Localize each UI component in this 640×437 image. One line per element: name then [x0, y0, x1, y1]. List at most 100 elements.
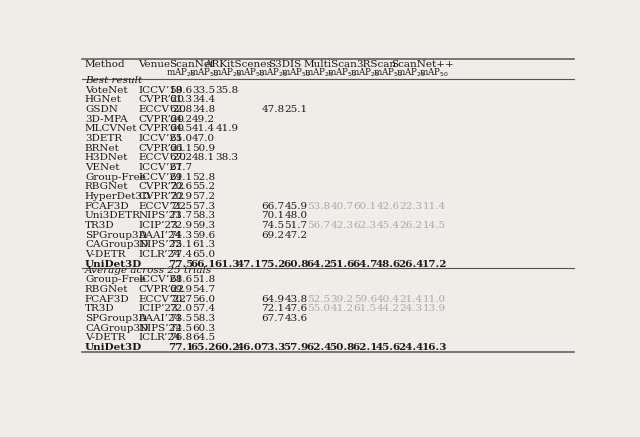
Text: 65.2: 65.2 — [191, 343, 216, 352]
Text: ICLR’24: ICLR’24 — [138, 250, 181, 259]
Text: HGNet: HGNet — [85, 95, 122, 104]
Text: 40.4: 40.4 — [376, 295, 399, 304]
Text: 21.4: 21.4 — [400, 295, 423, 304]
Text: 64.7: 64.7 — [353, 260, 378, 269]
Text: 44.2: 44.2 — [376, 304, 399, 313]
Text: 53.8: 53.8 — [307, 202, 331, 211]
Text: 45.9: 45.9 — [284, 202, 307, 211]
Text: CVPR’22: CVPR’22 — [138, 192, 185, 201]
Text: 58.3: 58.3 — [192, 314, 215, 323]
Text: mAP$_{25}$: mAP$_{25}$ — [258, 67, 288, 80]
Text: 47.2: 47.2 — [284, 231, 307, 239]
Text: 17.2: 17.2 — [421, 260, 447, 269]
Text: Uni3DETR: Uni3DETR — [85, 212, 141, 220]
Text: 50.8: 50.8 — [329, 343, 355, 352]
Text: 3D-MPA: 3D-MPA — [85, 115, 127, 124]
Text: 3DETR: 3DETR — [85, 134, 122, 143]
Text: ICCV’21: ICCV’21 — [138, 163, 183, 172]
Text: 41.2: 41.2 — [330, 304, 353, 313]
Text: 59.6: 59.6 — [354, 295, 377, 304]
Text: 16.3: 16.3 — [422, 343, 447, 352]
Text: AAAI’24: AAAI’24 — [138, 314, 182, 323]
Text: 14.5: 14.5 — [422, 221, 445, 230]
Text: NIPS’22: NIPS’22 — [138, 240, 182, 249]
Text: 77.4: 77.4 — [169, 250, 192, 259]
Text: 56.7: 56.7 — [307, 221, 331, 230]
Text: 71.7: 71.7 — [169, 212, 192, 220]
Text: CVPR’22: CVPR’22 — [138, 182, 185, 191]
Text: 65.0: 65.0 — [192, 250, 215, 259]
Text: mAP$_{25}$: mAP$_{25}$ — [304, 67, 334, 80]
Text: 48.6: 48.6 — [376, 260, 401, 269]
Text: ECCV’20: ECCV’20 — [138, 105, 186, 114]
Text: 67.7: 67.7 — [169, 163, 192, 172]
Text: ICIP’23: ICIP’23 — [138, 221, 179, 230]
Text: 26.2: 26.2 — [400, 221, 423, 230]
Text: 24.4: 24.4 — [399, 343, 424, 352]
Text: RBGNet: RBGNet — [85, 182, 129, 191]
Text: 67.2: 67.2 — [169, 153, 192, 163]
Text: ICCV’21: ICCV’21 — [138, 173, 183, 182]
Text: ECCV’22: ECCV’22 — [138, 202, 186, 211]
Text: 51.6: 51.6 — [329, 260, 355, 269]
Text: ARKitScenes: ARKitScenes — [204, 60, 272, 69]
Text: HyperDet3D: HyperDet3D — [85, 192, 151, 201]
Text: 64.5: 64.5 — [169, 125, 192, 133]
Text: 74.3: 74.3 — [169, 231, 192, 239]
Text: V-DETR: V-DETR — [85, 250, 125, 259]
Text: 54.7: 54.7 — [192, 285, 215, 294]
Text: 52.5: 52.5 — [307, 295, 331, 304]
Text: 62.4: 62.4 — [307, 343, 332, 352]
Text: 60.1: 60.1 — [354, 202, 377, 211]
Text: 45.4: 45.4 — [376, 221, 399, 230]
Text: 22.3: 22.3 — [400, 202, 423, 211]
Text: 43.8: 43.8 — [284, 295, 307, 304]
Text: CVPR’20: CVPR’20 — [138, 115, 185, 124]
Text: 42.3: 42.3 — [330, 221, 353, 230]
Text: 60.8: 60.8 — [283, 260, 308, 269]
Text: CAGroup3D: CAGroup3D — [85, 240, 148, 249]
Text: 57.4: 57.4 — [192, 304, 215, 313]
Text: 41.4: 41.4 — [192, 125, 215, 133]
Text: 39.2: 39.2 — [330, 295, 353, 304]
Text: 65.0: 65.0 — [169, 134, 192, 143]
Text: TR3D: TR3D — [85, 221, 115, 230]
Text: CVPR’20: CVPR’20 — [138, 95, 185, 104]
Text: 69.2: 69.2 — [261, 231, 285, 239]
Text: Group-Free: Group-Free — [85, 173, 146, 182]
Text: 70.1: 70.1 — [261, 212, 285, 220]
Text: 73.5: 73.5 — [169, 314, 192, 323]
Text: 72.1: 72.1 — [261, 304, 285, 313]
Text: 47.1: 47.1 — [237, 260, 262, 269]
Text: 58.3: 58.3 — [192, 212, 215, 220]
Text: 25.1: 25.1 — [284, 105, 307, 114]
Text: 60.2: 60.2 — [214, 343, 239, 352]
Text: 61.3: 61.3 — [214, 260, 239, 269]
Text: 51.7: 51.7 — [284, 221, 307, 230]
Text: 45.6: 45.6 — [376, 343, 401, 352]
Text: 66.1: 66.1 — [169, 144, 192, 153]
Text: 76.8: 76.8 — [169, 333, 192, 342]
Text: 59.3: 59.3 — [192, 221, 215, 230]
Text: 64.2: 64.2 — [307, 260, 332, 269]
Text: 66.7: 66.7 — [261, 202, 285, 211]
Text: 70.6: 70.6 — [169, 182, 192, 191]
Text: 64.2: 64.2 — [169, 115, 192, 124]
Text: 47.6: 47.6 — [284, 304, 307, 313]
Text: S3DIS: S3DIS — [268, 60, 301, 69]
Text: 55.2: 55.2 — [192, 182, 215, 191]
Text: CVPR’21: CVPR’21 — [138, 144, 185, 153]
Text: 57.2: 57.2 — [192, 192, 215, 201]
Text: 57.3: 57.3 — [192, 202, 215, 211]
Text: SPGroup3D: SPGroup3D — [85, 231, 147, 239]
Text: 13.9: 13.9 — [422, 304, 445, 313]
Text: 64.5: 64.5 — [192, 333, 215, 342]
Text: mAP$_{50}$: mAP$_{50}$ — [235, 67, 264, 80]
Text: MultiScan: MultiScan — [303, 60, 357, 69]
Text: UniDet3D: UniDet3D — [85, 343, 142, 352]
Text: mAP$_{50}$: mAP$_{50}$ — [373, 67, 403, 80]
Text: BRNet: BRNet — [85, 144, 120, 153]
Text: 73.3: 73.3 — [260, 343, 285, 352]
Text: RBGNet: RBGNet — [85, 285, 129, 294]
Text: 67.7: 67.7 — [261, 314, 285, 323]
